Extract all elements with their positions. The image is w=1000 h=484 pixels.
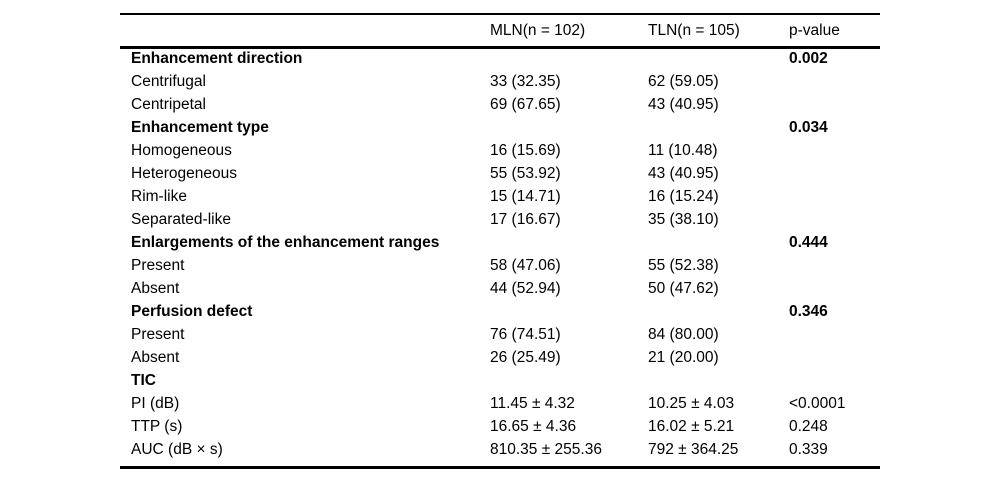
table-row: PI (dB) 11.45 ± 4.32 10.25 ± 4.03 <0.0001: [120, 392, 880, 415]
cell-tln: 55 (52.38): [648, 256, 719, 274]
table-row: Present 76 (74.51) 84 (80.00): [120, 323, 880, 346]
cell-label: Present: [131, 325, 185, 343]
cell-mln: 16 (15.69): [490, 141, 561, 159]
table-row: TTP (s) 16.65 ± 4.36 16.02 ± 5.21 0.248: [120, 415, 880, 438]
cell-label: Homogeneous: [131, 141, 232, 159]
cell-pvalue: 0.339: [789, 440, 828, 458]
column-header-pvalue: p-value: [789, 15, 880, 49]
table-row: Separated-like 17 (16.67) 35 (38.10): [120, 208, 880, 231]
column-header-mln: MLN(n = 102): [490, 15, 648, 49]
cell-pvalue: [789, 162, 880, 185]
cell-tln: [648, 116, 789, 139]
table-row-section: TIC: [120, 369, 880, 392]
table-row: Present 58 (47.06) 55 (52.38): [120, 254, 880, 277]
cell-mln: 810.35 ± 255.36: [490, 440, 602, 458]
cell-tln: 43 (40.95): [648, 164, 719, 182]
cell-tln: [648, 300, 789, 323]
table-row: AUC (dB × s) 810.35 ± 255.36 792 ± 364.25 0…: [120, 438, 880, 461]
table-body: Enhancement direction 0.002 Centrifugal 33 …: [120, 47, 880, 461]
cell-pvalue: 0.034: [789, 118, 828, 136]
table-row: Homogeneous 16 (15.69) 11 (10.48): [120, 139, 880, 162]
comparison-table: MLN(n = 102) TLN(n = 105) p-value Enhanc…: [120, 13, 880, 469]
cell-mln: 33 (32.35): [490, 72, 561, 90]
table-row: Centripetal 69 (67.65) 43 (40.95): [120, 93, 880, 116]
cell-pvalue: 0.444: [789, 233, 828, 251]
cell-pvalue: [789, 323, 880, 346]
cell-label: Separated-like: [131, 210, 231, 228]
cell-label: Absent: [131, 279, 180, 297]
cell-pvalue: [789, 70, 880, 93]
cell-tln: 11 (10.48): [648, 141, 718, 159]
table-row: Absent 44 (52.94) 50 (47.62): [120, 277, 880, 300]
cell-tln: 21 (20.00): [648, 348, 719, 366]
cell-mln: 58 (47.06): [490, 256, 561, 274]
cell-mln: 76 (74.51): [490, 325, 561, 343]
cell-label: Absent: [131, 348, 180, 366]
cell-label: Enlargements of the enhancement ranges: [131, 233, 440, 251]
cell-mln: 17 (16.67): [490, 210, 561, 228]
table-row: Centrifugal 33 (32.35) 62 (59.05): [120, 70, 880, 93]
table-row: Rim-like 15 (14.71) 16 (15.24): [120, 185, 880, 208]
cell-label: Heterogeneous: [131, 164, 237, 182]
cell-tln: 43 (40.95): [648, 95, 719, 113]
statistics-table: MLN(n = 102) TLN(n = 105) p-value Enhanc…: [120, 15, 880, 461]
cell-mln: [490, 231, 648, 254]
cell-pvalue: [789, 208, 880, 231]
cell-pvalue: 0.002: [789, 50, 828, 68]
cell-tln: 35 (38.10): [648, 210, 719, 228]
cell-tln: 50 (47.62): [648, 279, 719, 297]
cell-tln: [648, 369, 789, 392]
cell-pvalue: [789, 254, 880, 277]
column-header-blank: [120, 15, 490, 49]
header-row: MLN(n = 102) TLN(n = 105) p-value: [120, 15, 880, 49]
table-row: Heterogeneous 55 (53.92) 43 (40.95): [120, 162, 880, 185]
table-row-section: Perfusion defect 0.346: [120, 300, 880, 323]
cell-mln: 15 (14.71): [490, 187, 561, 205]
table-row-section: Enhancement direction 0.002: [120, 47, 880, 70]
cell-label: Present: [131, 256, 185, 274]
cell-label: Centripetal: [131, 95, 206, 113]
cell-tln: 10.25 ± 4.03: [648, 394, 735, 412]
cell-mln: 69 (67.65): [490, 95, 561, 113]
cell-pvalue: [789, 93, 880, 116]
cell-pvalue: 0.248: [789, 417, 828, 435]
cell-tln: [648, 231, 789, 254]
cell-label: PI (dB): [131, 394, 180, 412]
cell-tln: 84 (80.00): [648, 325, 719, 343]
cell-label: Perfusion defect: [131, 302, 253, 320]
cell-tln: 16 (15.24): [648, 187, 719, 205]
cell-tln: 16.02 ± 5.21: [648, 417, 735, 435]
cell-pvalue: 0.346: [789, 302, 828, 320]
cell-pvalue: [789, 346, 880, 369]
cell-label: Rim-like: [131, 187, 187, 205]
cell-label: Enhancement direction: [131, 50, 303, 68]
cell-mln: 44 (52.94): [490, 279, 561, 297]
cell-label: TTP (s): [131, 417, 183, 435]
cell-mln: 11.45 ± 4.32: [490, 394, 575, 412]
cell-pvalue: [789, 185, 880, 208]
cell-pvalue: [789, 369, 880, 392]
table-row-section: Enlargements of the enhancement ranges 0.…: [120, 231, 880, 254]
cell-tln: 62 (59.05): [648, 72, 719, 90]
cell-mln: [490, 369, 648, 392]
cell-label: Enhancement type: [131, 118, 269, 136]
cell-tln: [648, 47, 789, 70]
table-row-section: Enhancement type 0.034: [120, 116, 880, 139]
cell-tln: 792 ± 364.25: [648, 440, 739, 458]
cell-label: AUC (dB × s): [131, 440, 223, 458]
cell-label: Centrifugal: [131, 72, 206, 90]
cell-mln: [490, 116, 648, 139]
column-header-tln: TLN(n = 105): [648, 15, 789, 49]
cell-mln: 26 (25.49): [490, 348, 561, 366]
cell-pvalue: <0.0001: [789, 394, 846, 412]
cell-mln: 55 (53.92): [490, 164, 561, 182]
table-row: Absent 26 (25.49) 21 (20.00): [120, 346, 880, 369]
cell-mln: [490, 300, 648, 323]
cell-mln: 16.65 ± 4.36: [490, 417, 577, 435]
cell-mln: [490, 47, 648, 70]
cell-label: TIC: [131, 371, 156, 389]
cell-pvalue: [789, 277, 880, 300]
cell-pvalue: [789, 139, 880, 162]
